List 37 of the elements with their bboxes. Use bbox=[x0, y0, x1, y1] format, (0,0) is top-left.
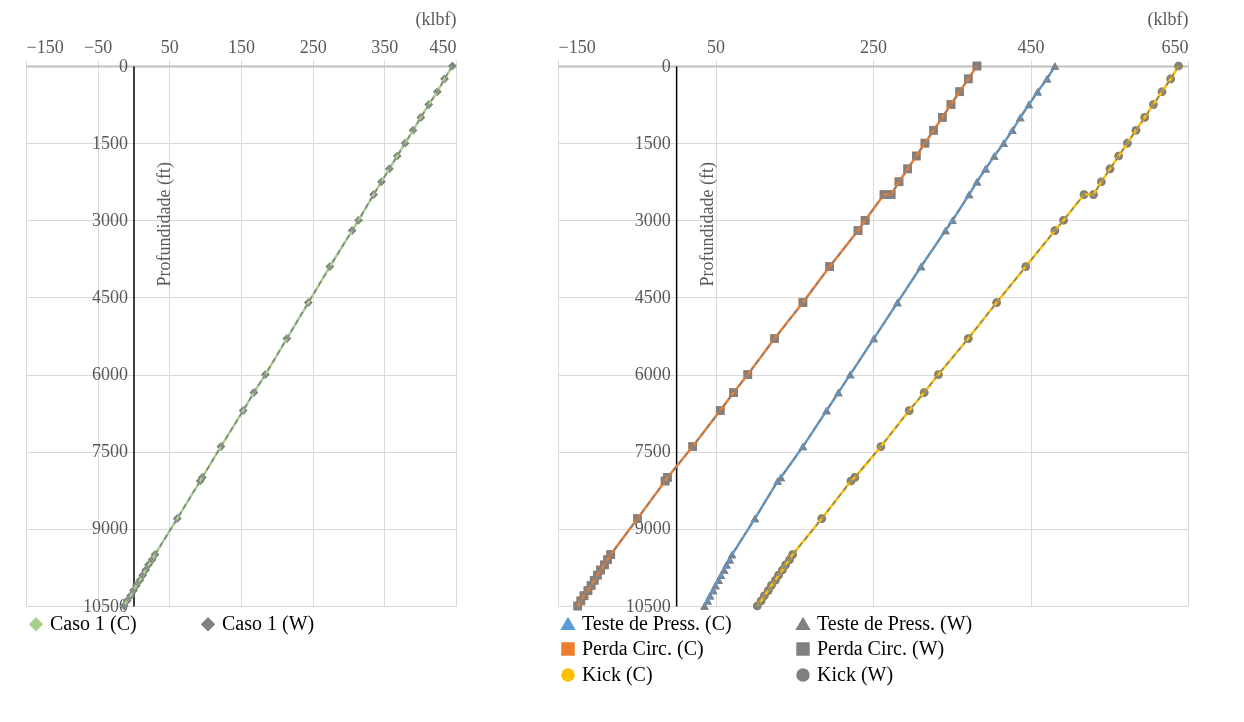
y-tick-label: 4500 bbox=[634, 286, 671, 307]
x-tick-label: 450 bbox=[429, 36, 457, 57]
x-tick-label: 250 bbox=[860, 36, 887, 57]
y-tick-label: 7500 bbox=[92, 441, 128, 462]
y-tick-label: 0 bbox=[119, 55, 128, 76]
x-tick-label: −150 bbox=[26, 36, 64, 57]
x-tick-label: 350 bbox=[371, 36, 399, 57]
legend-label: Kick (W) bbox=[817, 663, 894, 686]
y-tick-label: 9000 bbox=[634, 518, 671, 539]
y-tick-label: 9000 bbox=[92, 518, 128, 539]
legend-label: Perda Circ. (W) bbox=[817, 637, 945, 660]
x-tick-label: 650 bbox=[1161, 36, 1189, 57]
x-tick-label: 250 bbox=[299, 36, 327, 57]
y-tick-label: 7500 bbox=[634, 441, 671, 462]
x-tick-label: 50 bbox=[160, 36, 179, 57]
legend-label: Teste de Press. (W) bbox=[817, 612, 973, 635]
y-tick-label: 1500 bbox=[92, 132, 128, 153]
x-axis-title: (klbf) bbox=[415, 8, 457, 30]
legend-label: Perda Circ. (C) bbox=[582, 637, 704, 660]
y-tick-label: 3000 bbox=[634, 209, 671, 230]
x-tick-label: 50 bbox=[707, 36, 725, 57]
y-tick-label: 3000 bbox=[92, 209, 128, 230]
x-tick-label: 450 bbox=[1017, 36, 1045, 57]
y-tick-label: 1500 bbox=[634, 132, 671, 153]
y-tick-label: 0 bbox=[661, 55, 671, 76]
x-tick-label: 150 bbox=[228, 36, 255, 57]
x-tick-label: −150 bbox=[558, 36, 596, 57]
y-axis-title: Profundidade (ft) bbox=[696, 162, 718, 287]
y-axis-title: Profundidade (ft) bbox=[154, 162, 175, 287]
legend-label: Kick (C) bbox=[582, 663, 653, 686]
y-tick-label: 6000 bbox=[634, 364, 671, 385]
y-tick-label: 4500 bbox=[92, 286, 128, 307]
y-tick-label: 6000 bbox=[92, 364, 128, 385]
x-axis-title: (klbf) bbox=[1147, 8, 1189, 30]
legend-label: Caso 1 (W) bbox=[222, 612, 315, 636]
legend-label: Caso 1 (C) bbox=[50, 612, 137, 636]
x-tick-label: −50 bbox=[84, 36, 113, 57]
